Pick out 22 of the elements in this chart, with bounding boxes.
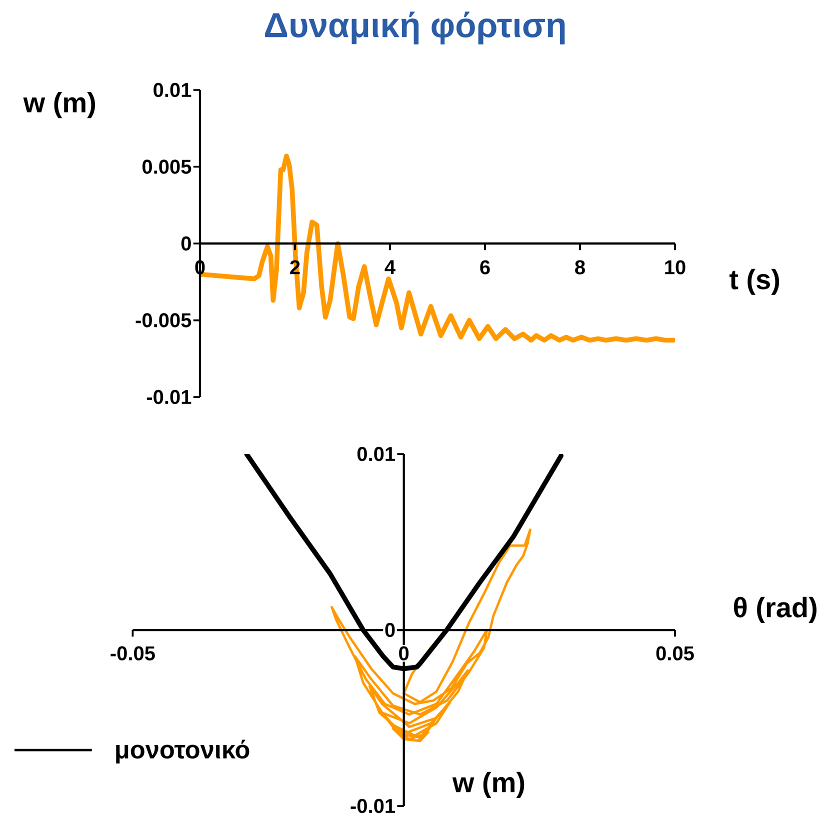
line-series [330,528,532,742]
x-tick-label: 10 [665,260,686,274]
y-axis-title: w (m) [23,92,96,118]
y-tick-label: -0.005 [136,313,192,328]
x-tick-label: 6 [480,260,490,274]
x-tick-label: 8 [575,260,585,274]
y-tick-label: 0 [385,622,395,638]
y-axis-title: w (m) [452,772,524,798]
y-tick-label: 0.01 [357,446,396,462]
y-tick-label: 0.01 [154,82,192,98]
legend-label: μονοτονικό [116,740,250,764]
x-axis-title: θ (rad) [734,596,816,623]
y-tick-label: 0 [181,236,191,251]
y-tick-label: -0.01 [146,390,192,404]
x-tick-label: 0 [399,646,409,660]
x-tick-label: 4 [384,260,396,274]
y-tick-label: 0.005 [142,160,192,174]
x-tick-label: -0.05 [110,646,155,660]
x-axis-title: t (s) [729,268,780,295]
x-tick-label: 0.05 [656,646,694,660]
chart-title: Δυναμική φόρτιση [265,12,565,44]
y-tick-label: -0.01 [350,798,396,814]
